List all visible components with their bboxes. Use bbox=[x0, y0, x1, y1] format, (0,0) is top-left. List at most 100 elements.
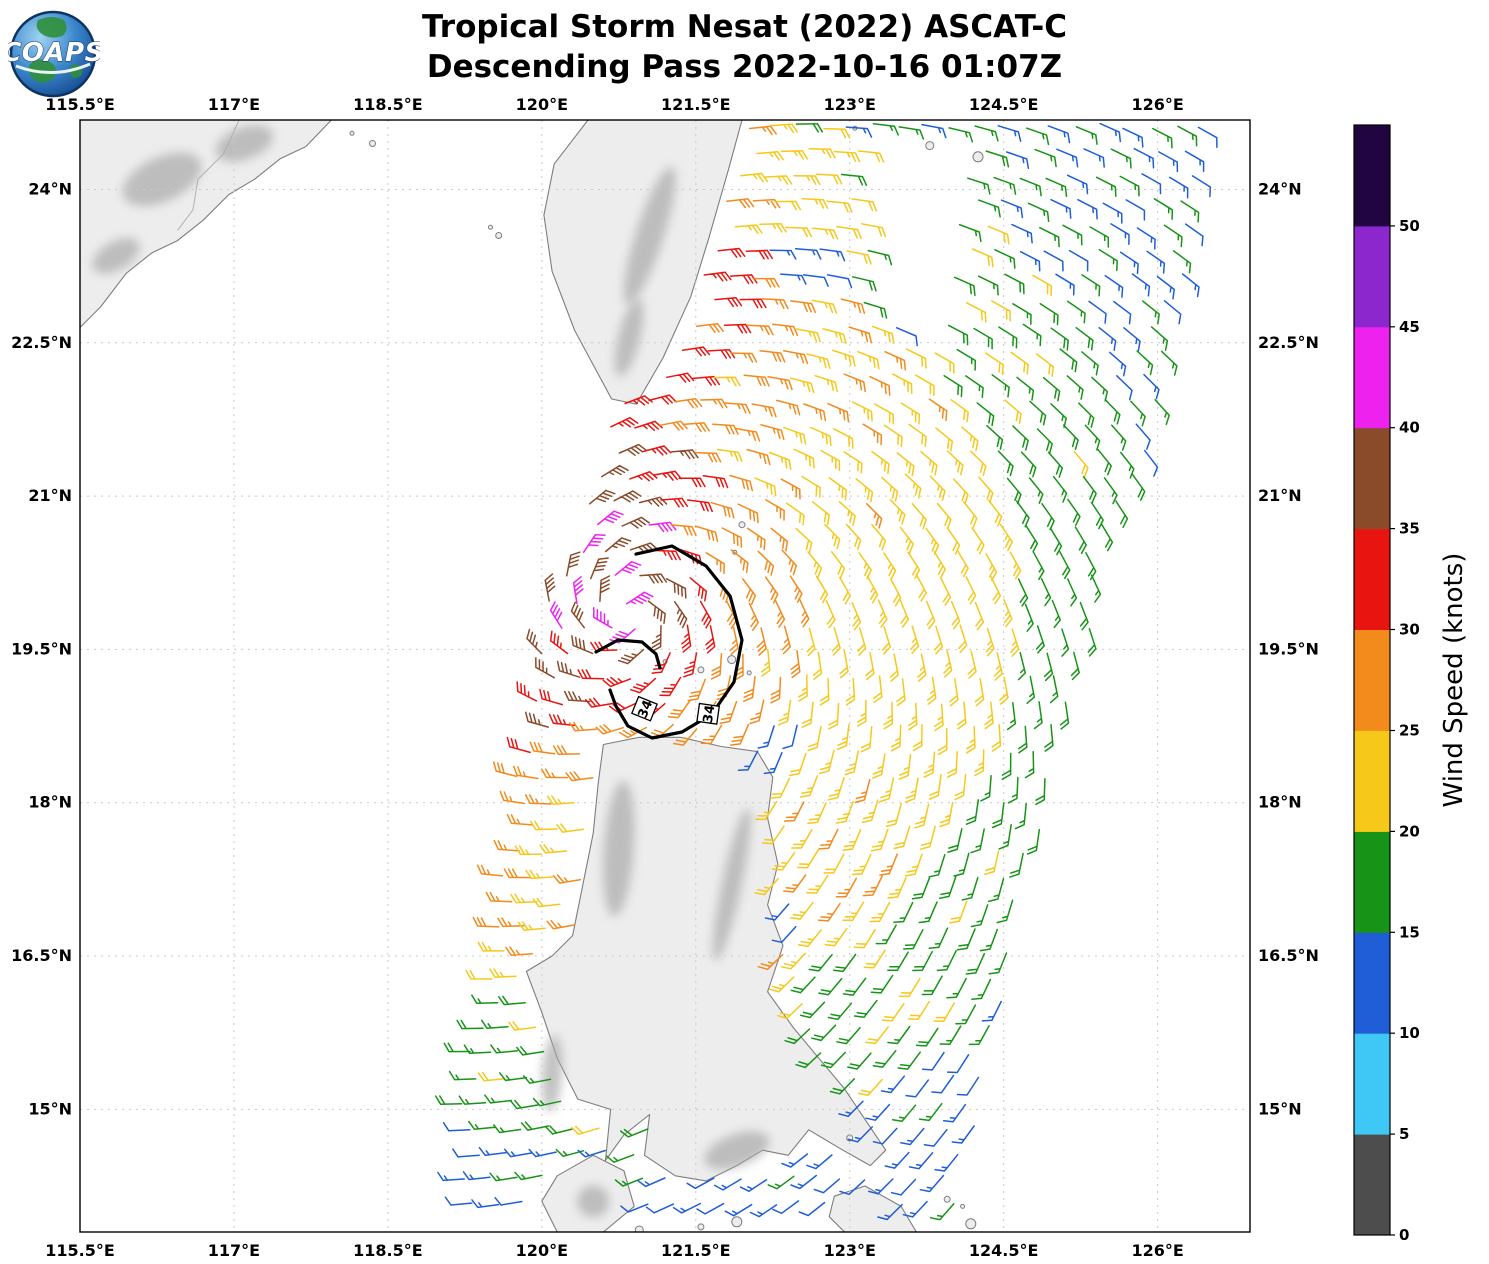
wind-barb bbox=[1070, 651, 1080, 681]
wind-barb bbox=[764, 175, 793, 185]
wind-barb bbox=[986, 424, 1004, 450]
wind-barb bbox=[499, 1072, 528, 1082]
wind-barb bbox=[1154, 399, 1170, 426]
wind-barb bbox=[1026, 127, 1050, 146]
wind-barb bbox=[1024, 750, 1035, 779]
wind-barb bbox=[828, 702, 840, 730]
wind-barb bbox=[1075, 126, 1098, 145]
wind-barb bbox=[928, 853, 946, 878]
wind-barb bbox=[1020, 451, 1037, 478]
wind-barb bbox=[840, 173, 868, 186]
wind-barb bbox=[829, 1078, 856, 1095]
wind-barb bbox=[729, 474, 754, 492]
wind-barb bbox=[645, 1203, 675, 1214]
wind-barb bbox=[1033, 701, 1043, 730]
wind-barb bbox=[626, 591, 654, 605]
islet bbox=[731, 1216, 743, 1228]
wind-barb bbox=[681, 624, 692, 653]
wind-barb bbox=[965, 302, 987, 323]
wind-barb bbox=[863, 949, 886, 969]
wind-barb bbox=[480, 1019, 509, 1029]
wind-barb bbox=[869, 375, 891, 396]
wind-barb bbox=[634, 420, 663, 431]
wind-barb bbox=[1119, 175, 1140, 197]
wind-barb bbox=[532, 897, 561, 908]
wind-barb bbox=[830, 551, 846, 579]
terrain-relief-china-hills-3 bbox=[92, 238, 140, 274]
wind-barb bbox=[719, 700, 738, 724]
colorbar-tick-label: 30 bbox=[1399, 621, 1420, 639]
y-tick-label-left: 15°N bbox=[28, 1099, 72, 1118]
wind-barb bbox=[847, 1126, 874, 1143]
wind-barb bbox=[984, 850, 1000, 876]
y-tick-label-right: 22.5°N bbox=[1258, 333, 1319, 352]
wind-barb bbox=[772, 323, 799, 337]
wind-barb bbox=[1099, 122, 1122, 143]
wind-barb bbox=[793, 175, 821, 186]
wind-barb bbox=[1029, 400, 1047, 426]
wind-barb bbox=[835, 800, 854, 824]
wind-barb bbox=[1016, 376, 1035, 401]
wind-barb bbox=[820, 449, 841, 472]
wind-barb bbox=[946, 450, 964, 476]
wind-barb bbox=[713, 1178, 742, 1191]
contour-label-text: 34 bbox=[636, 698, 657, 720]
wind-barb bbox=[853, 999, 878, 1018]
wind-barb bbox=[492, 761, 518, 778]
wind-barb bbox=[1180, 200, 1200, 223]
wind-barb bbox=[985, 627, 995, 657]
wind-barb bbox=[802, 274, 829, 287]
wind-barb bbox=[1152, 127, 1173, 149]
wind-barb bbox=[883, 701, 894, 730]
wind-barb bbox=[970, 450, 987, 476]
terrain-relief-china-hills-2 bbox=[215, 125, 273, 162]
wind-barb bbox=[971, 978, 992, 1000]
wind-barb bbox=[812, 651, 823, 680]
wind-barb bbox=[771, 925, 797, 944]
wind-barb bbox=[681, 346, 711, 357]
wind-barb bbox=[770, 777, 791, 799]
wind-barb bbox=[933, 1002, 956, 1022]
wind-barb bbox=[1158, 151, 1179, 173]
wind-barb bbox=[783, 801, 805, 822]
wind-barb bbox=[985, 150, 1010, 168]
wind-barb bbox=[535, 657, 555, 679]
wind-barb bbox=[651, 625, 662, 653]
wind-barb bbox=[755, 800, 778, 821]
wind-barb bbox=[974, 601, 985, 631]
wind-barb bbox=[1050, 327, 1069, 351]
wind-barb bbox=[1116, 375, 1133, 401]
wind-barb bbox=[869, 901, 891, 923]
wind-barb bbox=[868, 1178, 894, 1195]
wind-barb bbox=[853, 929, 876, 949]
wind-barb bbox=[549, 601, 563, 629]
wind-barb bbox=[790, 1174, 818, 1190]
wind-barb bbox=[905, 1079, 930, 1098]
wind-barb bbox=[599, 575, 611, 603]
wind-barb bbox=[798, 674, 808, 702]
wind-barb bbox=[687, 678, 706, 702]
wind-barb bbox=[866, 575, 879, 604]
wind-barb bbox=[884, 1151, 910, 1169]
colorbar-segment bbox=[1354, 831, 1390, 933]
wind-barb bbox=[1017, 651, 1027, 681]
wind-barb bbox=[1050, 198, 1072, 219]
wind-barb bbox=[730, 352, 758, 363]
wind-barb bbox=[958, 223, 982, 243]
wind-barb bbox=[1097, 448, 1112, 476]
wind-barb bbox=[846, 250, 872, 265]
wind-barb bbox=[770, 527, 789, 552]
wind-barb bbox=[990, 300, 1011, 322]
wind-barb bbox=[621, 516, 650, 529]
wind-barb bbox=[851, 401, 873, 422]
wind-barb bbox=[871, 450, 890, 475]
wind-barb bbox=[803, 403, 827, 422]
wind-barb bbox=[1004, 273, 1025, 295]
wind-barb bbox=[505, 946, 533, 957]
wind-barb bbox=[798, 1201, 826, 1217]
wind-barb bbox=[1019, 250, 1041, 272]
wind-barb bbox=[832, 953, 857, 973]
wind-barb bbox=[503, 868, 531, 879]
wind-barb bbox=[1049, 527, 1063, 556]
wind-barb bbox=[887, 877, 907, 899]
